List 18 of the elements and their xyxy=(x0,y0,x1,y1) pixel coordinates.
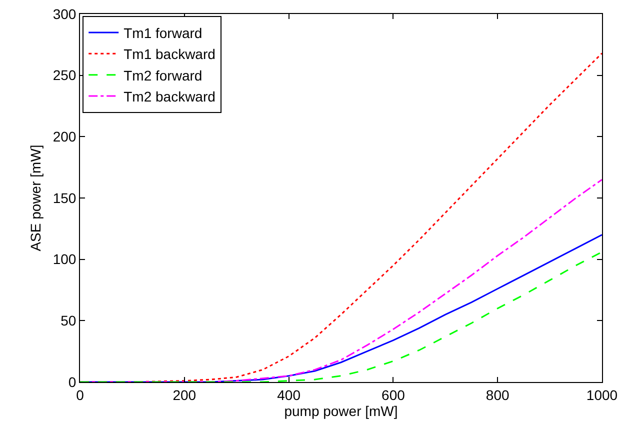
legend-label: Tm1 forward xyxy=(124,24,202,41)
y-tick-label: 150 xyxy=(52,190,76,206)
y-tick-label: 200 xyxy=(52,128,76,145)
y-tick-label: 100 xyxy=(52,251,76,268)
x-tick-label: 400 xyxy=(277,386,301,403)
legend-label: Tm2 forward xyxy=(124,67,202,84)
y-tick-label: 0 xyxy=(68,374,76,390)
x-tick-label: 800 xyxy=(486,386,510,403)
legend-label: Tm1 backward xyxy=(124,46,216,62)
y-tick-label: 50 xyxy=(60,312,76,329)
legend-label: Tm2 backward xyxy=(124,88,216,104)
y-axis-title: ASE power [mW] xyxy=(27,144,44,252)
y-tick-label: 300 xyxy=(52,6,76,22)
y-tick-label: 250 xyxy=(52,67,76,84)
x-tick-label: 200 xyxy=(172,386,196,403)
x-tick-label: 600 xyxy=(382,386,406,403)
x-axis-title: pump power [mW] xyxy=(284,403,398,420)
x-tick-label: 1000 xyxy=(586,386,618,403)
